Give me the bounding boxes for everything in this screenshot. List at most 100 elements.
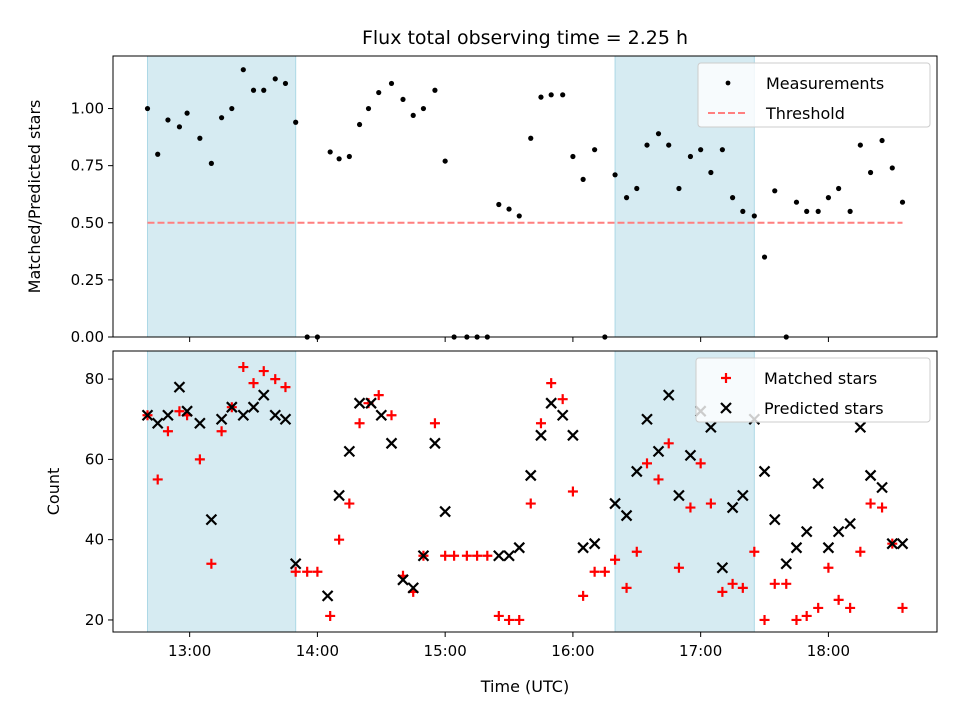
ratio-panel: 0.00 0.25 0.50 0.75 1.00 Matched/Predicted s… (25, 55, 938, 346)
matched-point (216, 426, 227, 437)
matched-point (334, 534, 345, 545)
matched-point (833, 594, 844, 605)
y-tick-label: 0.75 (71, 157, 104, 175)
matched-point (440, 550, 451, 561)
legend-label-predicted: Predicted stars (764, 399, 884, 418)
matched-point (504, 614, 515, 625)
measurement-point (410, 112, 416, 118)
matched-point (472, 550, 483, 561)
measurement-point (708, 169, 714, 176)
predicted-point (588, 537, 601, 550)
count-axes-frame (112, 350, 938, 633)
measurement-point (155, 151, 161, 157)
predicted-point (439, 505, 451, 518)
predicted-point (397, 574, 409, 586)
matched-point (429, 418, 440, 429)
predicted-point (844, 517, 856, 530)
legend-cross-marker (720, 402, 732, 414)
ratio-y-axis-label: Matched/Predicted stars (25, 100, 44, 294)
predicted-point (822, 541, 835, 554)
predicted-point (800, 525, 813, 538)
matched-point (206, 558, 217, 569)
matched-point (290, 566, 301, 577)
matched-point (610, 554, 621, 565)
predicted-point (705, 421, 717, 434)
measurement-point (867, 169, 874, 176)
matched-point (514, 614, 525, 625)
measurement-point (282, 80, 289, 87)
measurement-point (272, 76, 278, 82)
y-tick-label: 60 (85, 450, 104, 468)
predicted-point (673, 489, 685, 502)
matched-point (791, 614, 802, 625)
matched-point (162, 426, 173, 437)
matched-point (194, 454, 205, 465)
measurement-point (516, 213, 522, 219)
matched-point (801, 610, 812, 621)
measurement-series (144, 67, 906, 340)
predicted-point (417, 549, 430, 562)
measurement-point (592, 147, 598, 153)
measurement-point (197, 135, 203, 141)
predicted-point (343, 445, 356, 458)
predicted-point (768, 513, 781, 526)
measurement-point (655, 131, 662, 137)
y-tick-label: 20 (85, 611, 104, 629)
measurement-point (899, 199, 906, 205)
predicted-point (353, 397, 366, 409)
matched-point (258, 366, 269, 377)
count-legend: Matched stars Predicted stars (695, 357, 931, 423)
measurement-point (420, 105, 427, 112)
predicted-point (269, 409, 282, 422)
predicted-point (375, 409, 388, 422)
legend-item-predicted: Predicted stars (720, 399, 884, 418)
matched-point (695, 458, 706, 469)
measurement-point (346, 153, 352, 160)
x-tick-label: 13:00 (168, 642, 211, 660)
matched-point (546, 378, 557, 389)
measurement-point (772, 188, 778, 194)
measurement-point (229, 105, 235, 112)
predicted-point (141, 409, 154, 422)
measurement-point (623, 195, 630, 201)
matched-point (386, 410, 397, 421)
legend-plus-marker (721, 373, 731, 383)
measurement-point (218, 115, 225, 121)
predicted-point (758, 465, 771, 478)
measurement-point (176, 124, 183, 130)
x-tick-label: 15:00 (424, 642, 467, 660)
predicted-point (577, 541, 589, 554)
predicted-point (226, 401, 238, 413)
matched-point (823, 562, 834, 573)
count-y-axis: 20 40 60 80 (85, 370, 113, 629)
measurement-point (761, 254, 768, 260)
x-tick-label: 14:00 (296, 642, 339, 660)
measurement-point (719, 147, 725, 153)
measurement-point (336, 156, 342, 162)
matched-point (759, 614, 770, 625)
matched-point (685, 502, 696, 513)
predicted-point (333, 489, 345, 502)
predicted-point (737, 489, 749, 502)
measurement-point (580, 176, 586, 182)
predicted-point (641, 413, 653, 426)
measurement-point (793, 199, 800, 205)
matched-point (493, 610, 504, 621)
matched-point (599, 566, 610, 577)
y-tick-label: 1.00 (71, 100, 104, 118)
measurement-point (698, 147, 704, 153)
chart-title: Flux total observing time = 2.25 h (362, 27, 688, 49)
matched-point (781, 578, 792, 589)
measurement-point (804, 208, 810, 214)
matched-point (270, 374, 281, 385)
predicted-point (215, 413, 228, 426)
matched-point (344, 498, 355, 509)
matched-point (737, 582, 748, 593)
measurement-point (293, 119, 299, 125)
predicted-point (876, 481, 888, 494)
count-x-axis: 13:00 14:00 15:00 16:00 17:00 18:00 (168, 632, 850, 660)
predicted-point (279, 413, 292, 426)
predicted-point (662, 389, 675, 401)
matched-point (567, 486, 578, 497)
measurement-point (889, 165, 895, 171)
